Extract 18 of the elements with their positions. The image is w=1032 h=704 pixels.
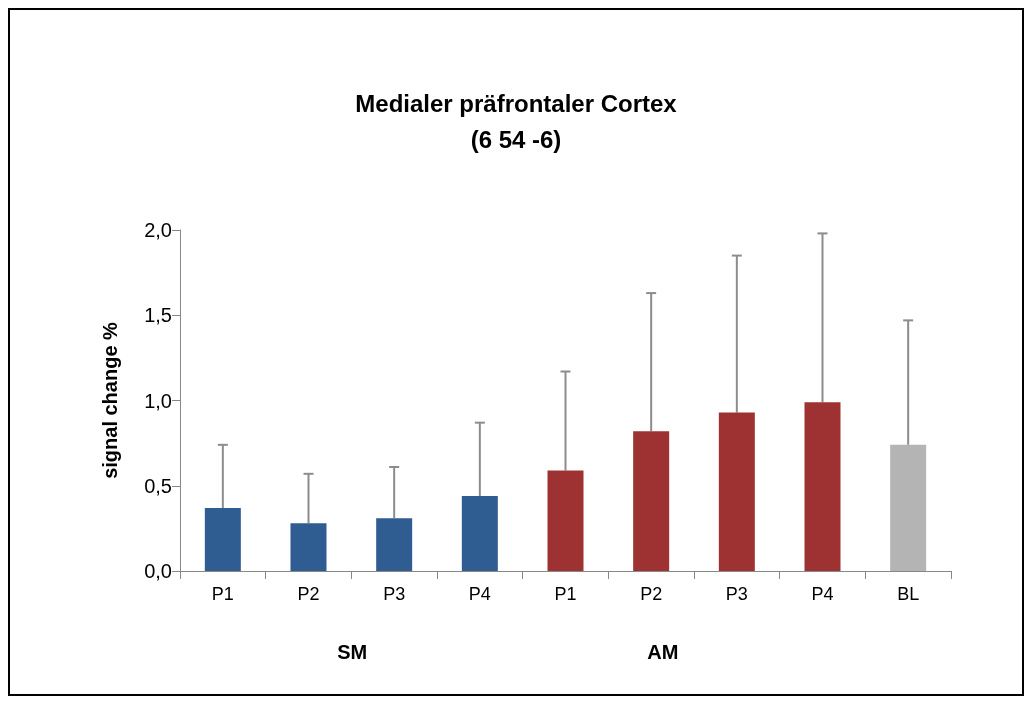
x-tick-label: BL xyxy=(897,584,920,604)
x-tick-label: P3 xyxy=(725,584,748,604)
y-tick-label: 1,0 xyxy=(144,389,172,412)
y-tick-label: 0,5 xyxy=(144,474,172,497)
text: AM xyxy=(647,641,679,663)
y-tick-label: 2,0 xyxy=(144,219,172,241)
x-tick-label: P3 xyxy=(383,584,406,604)
x-tick-label: P4 xyxy=(468,584,491,604)
x-tick-label: P1 xyxy=(554,584,577,604)
y-tick-label: 1,5 xyxy=(144,304,172,327)
x-tick-label: P2 xyxy=(640,584,663,604)
x-tick-label: P4 xyxy=(811,584,834,604)
y-axis-title: signal change % xyxy=(99,321,121,479)
x-tick-label: P2 xyxy=(297,584,320,604)
text: SM xyxy=(337,641,368,663)
x-tick-label: P1 xyxy=(211,584,234,604)
chart-title: Medialer präfrontaler Cortex (6 54 -6) xyxy=(355,89,678,153)
y-tick-label: 0,0 xyxy=(144,560,172,582)
